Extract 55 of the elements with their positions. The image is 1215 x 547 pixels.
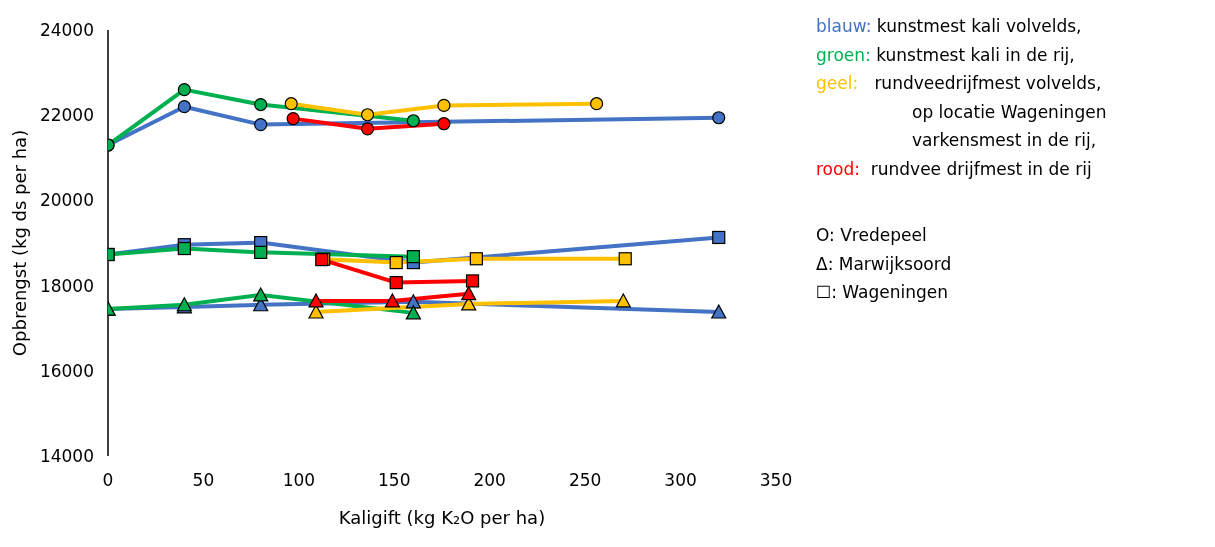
x-tick-label: 50 [192,470,215,491]
point [711,304,727,319]
point [615,293,631,308]
point [589,97,604,111]
point [712,111,726,125]
point [712,230,726,245]
x-tick-label: 100 [282,470,316,491]
point [406,250,420,264]
point [406,114,420,128]
point [308,293,324,308]
point [177,241,191,256]
point [389,256,403,270]
point [405,294,421,309]
x-tick-label: 300 [664,470,697,491]
point [437,98,451,112]
point [389,276,403,290]
x-tick-label: 200 [473,470,506,491]
point [177,100,191,114]
point [177,83,191,97]
point [360,108,375,122]
y-tick-label: 22000 [39,105,94,126]
point [360,122,375,136]
text: groen: kunstmest kali in de rij, [816,43,1076,67]
point [461,286,477,301]
x-tick-label: 150 [378,470,411,491]
point [253,287,269,302]
y-tick-label: 16000 [39,360,94,381]
point [465,274,480,288]
point [618,252,632,266]
text: rood: rundvee drijfmest in de rij [816,157,1093,181]
point [254,245,268,259]
point [284,97,298,111]
y-tick-label: 18000 [39,275,94,296]
text: op locatie Wageningen [911,100,1107,124]
y-axis-title: Opbrengst (kg ds per ha) [9,129,31,357]
point [384,293,400,308]
text: ☐: Wageningen [816,281,950,304]
point [469,252,483,266]
text: geel: rundveedrijfmest volvelds, [816,72,1103,95]
x-tick-label: 250 [568,470,602,491]
x-tick-label: 0 [102,470,114,491]
text: blauw: kunstmest kali volvelds, [816,15,1083,38]
x-tick-label: 350 [759,470,793,491]
x-axis-title: Kaligift (kg K₂O per ha) [338,507,546,528]
point [254,97,268,112]
y-tick-label: 14000 [39,446,94,467]
point [286,112,300,126]
text: varkensmest in de rij, [911,129,1098,152]
text: O: Vredepeel [816,224,928,247]
point [405,305,421,320]
y-tick-label: 20000 [39,190,94,211]
point [254,117,268,132]
y-tick-label: 24000 [39,20,94,41]
text: Δ: Marwijksoord [816,252,953,276]
point [437,117,451,131]
